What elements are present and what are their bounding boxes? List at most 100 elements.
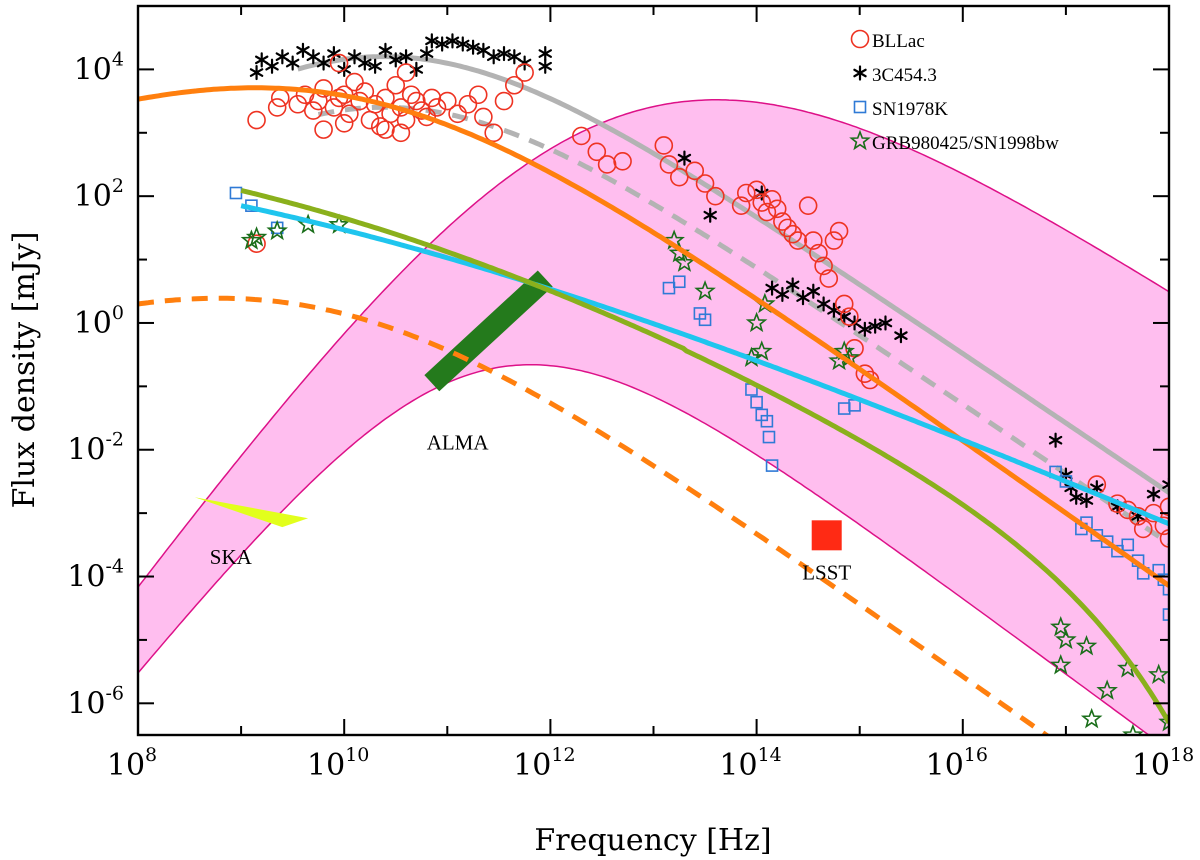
data-point (773, 212, 792, 231)
band-lower-edge (138, 363, 1151, 735)
legend-marker-1 (853, 65, 867, 81)
legend-marker-2 (853, 100, 867, 114)
data-point (1154, 516, 1169, 536)
data-point (765, 459, 779, 472)
data-point (662, 281, 676, 295)
x-tick-label: 1018 (1132, 744, 1194, 783)
data-point (747, 180, 766, 200)
data-point (376, 120, 395, 139)
data-point (288, 94, 308, 114)
x-axis-title: Frequency [Hz] (534, 823, 771, 858)
x-tick-label: 1016 (926, 744, 988, 783)
data-point (572, 126, 591, 146)
data-point (484, 123, 503, 143)
data-point (401, 85, 421, 105)
data-point (1100, 535, 1114, 548)
data-point (474, 107, 493, 127)
data-point (254, 52, 269, 68)
data-point (316, 55, 331, 71)
data-point (399, 49, 413, 65)
data-point (538, 58, 552, 74)
sensitivity-band (138, 99, 1169, 735)
data-point (427, 98, 447, 117)
data-point (468, 85, 488, 105)
data-point (834, 294, 854, 314)
data-point (796, 290, 810, 306)
data-point (329, 53, 349, 73)
data-point (249, 64, 264, 81)
data-point (378, 42, 393, 58)
data-point (816, 296, 831, 312)
data-point (456, 36, 470, 52)
data-point (731, 196, 751, 215)
data-point (824, 231, 844, 250)
data-point (1159, 497, 1169, 517)
data-point (760, 414, 774, 428)
data-point (698, 313, 712, 327)
data-point (458, 94, 478, 114)
data-point (314, 79, 333, 98)
band-upper-edge (138, 99, 1169, 588)
data-point (597, 155, 617, 174)
data-point (324, 98, 344, 117)
y-tick-label: 102 (74, 175, 124, 214)
data-point (659, 155, 679, 174)
data-point (265, 58, 279, 74)
y-tick-label: 10-2 (67, 429, 124, 468)
data-point (505, 75, 524, 95)
data-point (858, 321, 872, 337)
y-tick-label: 10-4 (67, 556, 124, 595)
data-point (448, 104, 467, 124)
data-point (1146, 486, 1161, 502)
data-point (466, 39, 480, 55)
data-point (677, 150, 692, 166)
y-tick-label: 10-6 (67, 682, 124, 721)
data-point (1162, 477, 1169, 493)
data-point (1090, 529, 1104, 542)
data-point (804, 231, 823, 250)
data-point (706, 186, 725, 206)
data-point (788, 231, 808, 250)
data-point (778, 218, 797, 238)
data-point (494, 91, 514, 111)
data-point (878, 315, 893, 331)
data-point (507, 49, 522, 65)
data-point (334, 113, 354, 133)
data-point (757, 202, 777, 222)
axis-ticks: 108 1010 1012 1014 1016 1018 10-6 10-4 10-2 100 10… (67, 5, 1194, 783)
data-point (736, 183, 756, 203)
series-3c454-3 (249, 33, 1169, 524)
instrument-labels: SKA ALMA LSST (210, 431, 852, 585)
data-point (435, 36, 449, 52)
data-point (445, 33, 460, 49)
data-point (303, 101, 323, 120)
data-point (587, 142, 607, 162)
data-point (422, 88, 442, 108)
data-point (296, 42, 310, 58)
model-curve-grey-dashed (317, 104, 1169, 546)
instrument-ska-label: SKA (210, 545, 253, 569)
x-tick-label: 1014 (719, 744, 781, 783)
data-point (1162, 608, 1169, 621)
data-point (267, 98, 287, 117)
data-point (685, 161, 705, 181)
data-point (783, 224, 802, 244)
data-point (515, 63, 534, 82)
data-point (437, 91, 457, 111)
data-point (775, 286, 790, 303)
data-point (868, 318, 882, 334)
x-tick-label: 1012 (513, 744, 575, 783)
data-point (340, 104, 359, 124)
data-point (368, 58, 382, 74)
data-point (1133, 519, 1153, 539)
data-point (486, 49, 501, 65)
data-point (840, 307, 859, 326)
data-point (613, 152, 632, 171)
data-point (669, 167, 689, 187)
data-point (407, 91, 426, 111)
data-point (497, 45, 511, 62)
data-point (345, 72, 364, 92)
data-point (419, 45, 434, 62)
legend-marker-0 (850, 29, 870, 49)
legend-label-3: GRB980425/SN1998bw (872, 133, 1059, 154)
